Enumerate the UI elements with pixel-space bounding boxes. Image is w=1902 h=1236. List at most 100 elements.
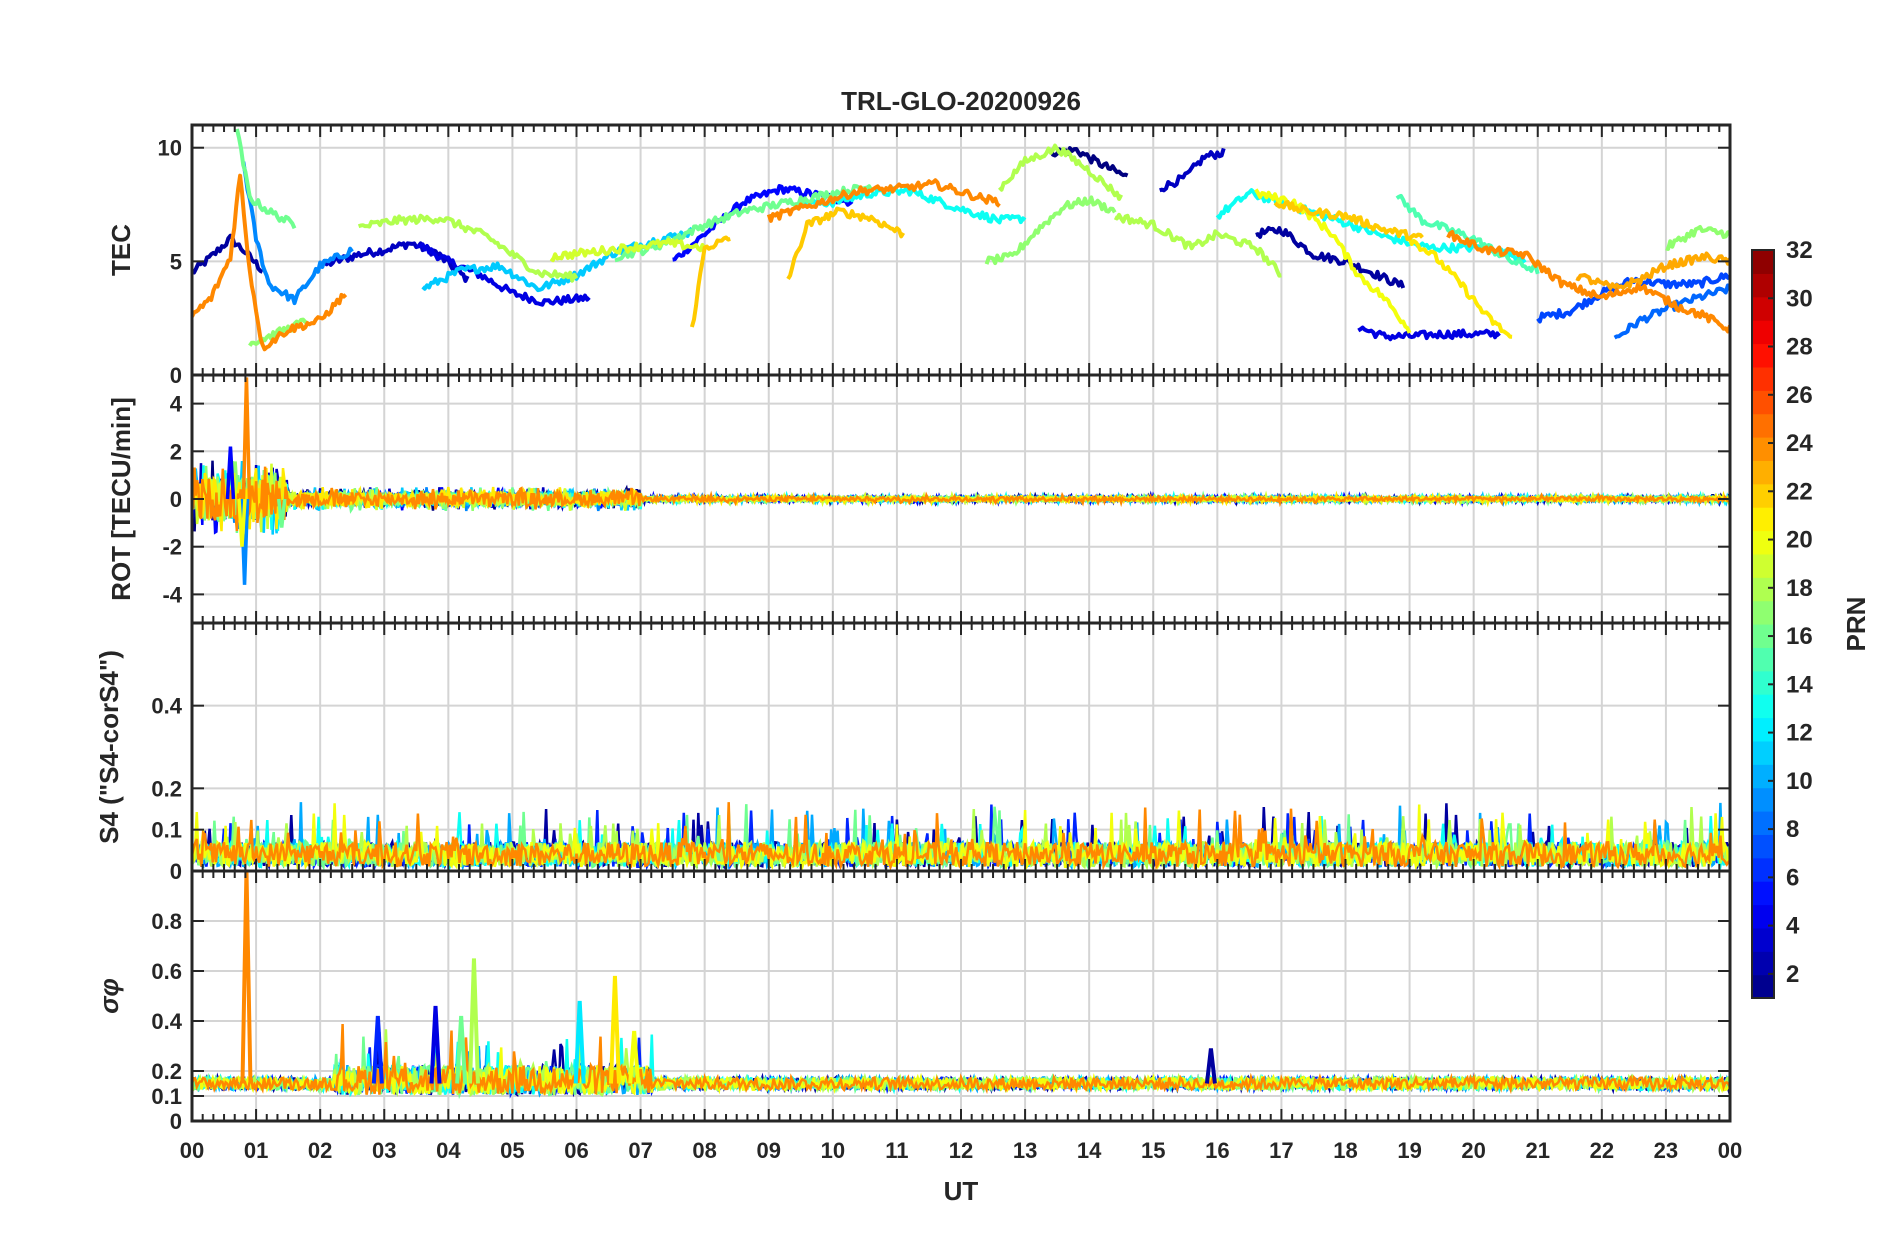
colorbar-tick-label: 2 <box>1786 961 1799 988</box>
tec-series-prn-3 <box>1159 147 1226 193</box>
colorbar-tick-label: 20 <box>1786 527 1813 554</box>
x-tick-label: 17 <box>1269 1138 1293 1163</box>
y-tick-label-rot: -4 <box>162 582 182 607</box>
colorbar-label: PRN <box>1841 597 1871 652</box>
tec-series-prn-24 <box>766 178 1001 223</box>
rot-series-prn-24 <box>192 466 1730 532</box>
y-tick-label-s4: 0.4 <box>151 694 182 719</box>
x-axis-label: UT <box>944 1176 979 1206</box>
sigma-spike-prn-12 <box>573 1000 586 1084</box>
tec-series-prn-2 <box>1255 226 1406 289</box>
x-tick-labels: 00 01 02 03 04 05 06 07 08 09 10 11 12 13 14 15 16 17 18 19… <box>180 1138 1742 1163</box>
tec-series-prn-18 <box>357 213 579 283</box>
x-tick-label: 09 <box>757 1138 781 1163</box>
colorbar-segment <box>1752 530 1774 555</box>
colorbar-segment <box>1752 717 1774 742</box>
x-tick-label: 11 <box>885 1138 908 1163</box>
panel-sigma: 00.10.2 0.4 0.6 0.8 σφ <box>94 869 1732 1134</box>
y-tick-label-tec: 0 <box>170 363 182 388</box>
x-tick-label: 00 <box>1718 1138 1742 1163</box>
colorbar-segment <box>1752 320 1774 345</box>
x-tick-label: 05 <box>500 1138 524 1163</box>
colorbar-segment <box>1752 974 1774 999</box>
tec-series-prn-17 <box>984 195 1117 266</box>
tec-series-prn-24 <box>1446 230 1730 334</box>
sigma-spike-prn-6 <box>371 1015 384 1084</box>
tec-series-prn-4 <box>416 242 591 307</box>
colorbar-segment <box>1752 390 1774 415</box>
tec-series-prn-24 <box>192 173 348 352</box>
tec-series-prn-23 <box>1575 251 1730 291</box>
tec-series-prn-4 <box>1357 325 1501 342</box>
x-tick-label: 21 <box>1526 1138 1550 1163</box>
x-tick-label: 14 <box>1077 1138 1102 1163</box>
sigma-spike-prn-20 <box>628 1030 641 1084</box>
series-group-sigma <box>192 871 1730 1100</box>
colorbar-tick-label: 28 <box>1786 334 1813 361</box>
panel-tec: 0 5 10 TEC <box>106 123 1732 388</box>
sigma-spike-prn-21 <box>608 975 621 1084</box>
colorbar-segment <box>1752 787 1774 812</box>
colorbar-segment <box>1752 437 1774 461</box>
colorbar-tick-label: 22 <box>1786 478 1813 505</box>
colorbar-segment <box>1752 881 1774 906</box>
colorbar-segment <box>1752 951 1774 976</box>
y-axis-label-s4: S4 ("S4-corS4") <box>94 650 124 844</box>
tec-series-prn-18 <box>1113 212 1282 278</box>
colorbar-tick-label: 32 <box>1786 237 1813 264</box>
colorbar-frame <box>1751 249 1775 999</box>
colorbar-segment <box>1752 857 1774 882</box>
colorbar-segment <box>1752 553 1774 578</box>
rot-spike-prn-5 <box>225 446 236 500</box>
colorbar-segment <box>1752 600 1774 625</box>
sigma-spike-prn-16 <box>455 1015 468 1084</box>
sigma-spike-prn-18 <box>467 958 480 1084</box>
colorbar-tick-label: 10 <box>1786 768 1813 795</box>
colorbar-tick-label: 12 <box>1786 720 1813 747</box>
x-tick-label: 08 <box>692 1138 716 1163</box>
tec-series-prn-16 <box>234 128 297 230</box>
colorbar-segment <box>1752 740 1774 765</box>
colorbar-tick-label: 26 <box>1786 382 1813 409</box>
x-tick-label: 00 <box>180 1138 204 1163</box>
colorbar-segment <box>1752 366 1774 391</box>
y-axis-label-rot: ROT [TECU/min] <box>106 397 136 601</box>
colorbar-segment <box>1752 250 1774 274</box>
colorbar-tick-label: 30 <box>1786 285 1813 312</box>
x-tick-label: 23 <box>1654 1138 1678 1163</box>
colorbar-segment <box>1752 577 1774 602</box>
y-tick-label-s4: 0.1 <box>151 818 182 843</box>
colorbar-tick-label: 8 <box>1786 816 1799 843</box>
y-tick-label-s4: 0.2 <box>151 776 182 801</box>
colorbar-tick-label: 16 <box>1786 623 1813 650</box>
x-tick-label: 13 <box>1013 1138 1037 1163</box>
y-tick-label-tec: 5 <box>170 249 182 274</box>
tec-series-prn-9 <box>241 161 354 306</box>
tec-series-prn-22 <box>786 206 906 280</box>
y-tick-label-rot: 0 <box>170 487 182 512</box>
colorbar-tick-label: 6 <box>1786 864 1799 891</box>
panel-rot: -4 -2 0 2 4 ROT [TECU/min] <box>106 373 1732 625</box>
tec-series-prn-22 <box>1273 200 1424 242</box>
colorbar-segment <box>1752 296 1774 321</box>
x-tick-label: 15 <box>1141 1138 1165 1163</box>
tec-series-prn-17 <box>248 317 309 347</box>
sigma-spike-prn-2 <box>1204 1048 1217 1084</box>
y-tick-label-rot: 2 <box>170 439 182 464</box>
y-tick-label-rot: 4 <box>170 392 183 417</box>
y-tick-label-sigma: 0 <box>170 1109 182 1134</box>
x-tick-label: 18 <box>1333 1138 1357 1163</box>
tec-series-prn-21 <box>1407 237 1513 339</box>
x-tick-label: 10 <box>821 1138 845 1163</box>
colorbar-segment <box>1752 694 1774 719</box>
y-tick-label-tec: 10 <box>158 136 182 161</box>
colorbar-segment <box>1752 507 1774 532</box>
x-tick-label: 06 <box>564 1138 588 1163</box>
colorbar-segment <box>1752 670 1774 695</box>
tec-series-prn-13 <box>793 186 1027 225</box>
x-tick-label: 03 <box>372 1138 396 1163</box>
panel-s4: 0 0.1 0.2 0.4 S4 ("S4-corS4") <box>94 621 1732 884</box>
